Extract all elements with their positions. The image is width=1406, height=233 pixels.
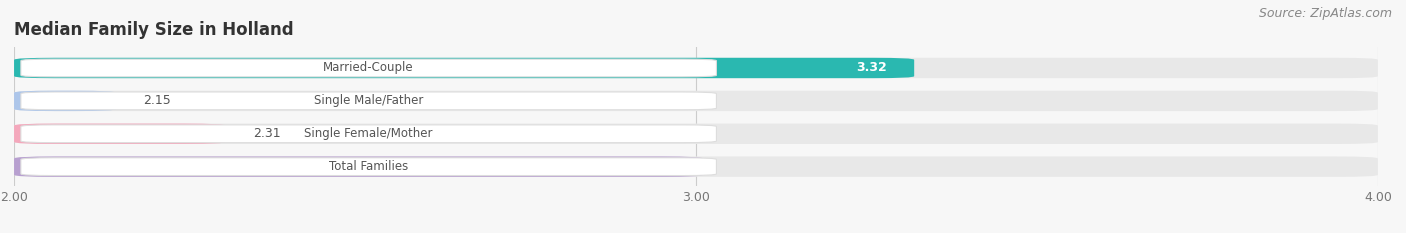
FancyBboxPatch shape [14,91,117,111]
Text: Total Families: Total Families [329,160,408,173]
FancyBboxPatch shape [14,157,703,177]
Text: Median Family Size in Holland: Median Family Size in Holland [14,21,294,39]
Text: Single Male/Father: Single Male/Father [314,94,423,107]
Text: Married-Couple: Married-Couple [323,62,413,75]
FancyBboxPatch shape [14,123,1378,144]
Text: 3.01: 3.01 [644,160,675,173]
FancyBboxPatch shape [14,157,1378,177]
Text: 2.15: 2.15 [143,94,172,107]
Text: 3.32: 3.32 [856,62,887,75]
FancyBboxPatch shape [21,92,717,110]
FancyBboxPatch shape [21,59,717,77]
Text: 2.31: 2.31 [253,127,280,140]
FancyBboxPatch shape [14,91,1378,111]
FancyBboxPatch shape [14,58,914,78]
Text: Single Female/Mother: Single Female/Mother [305,127,433,140]
FancyBboxPatch shape [21,125,717,143]
Text: Source: ZipAtlas.com: Source: ZipAtlas.com [1258,7,1392,20]
FancyBboxPatch shape [14,58,1378,78]
FancyBboxPatch shape [14,123,225,144]
FancyBboxPatch shape [21,158,717,175]
